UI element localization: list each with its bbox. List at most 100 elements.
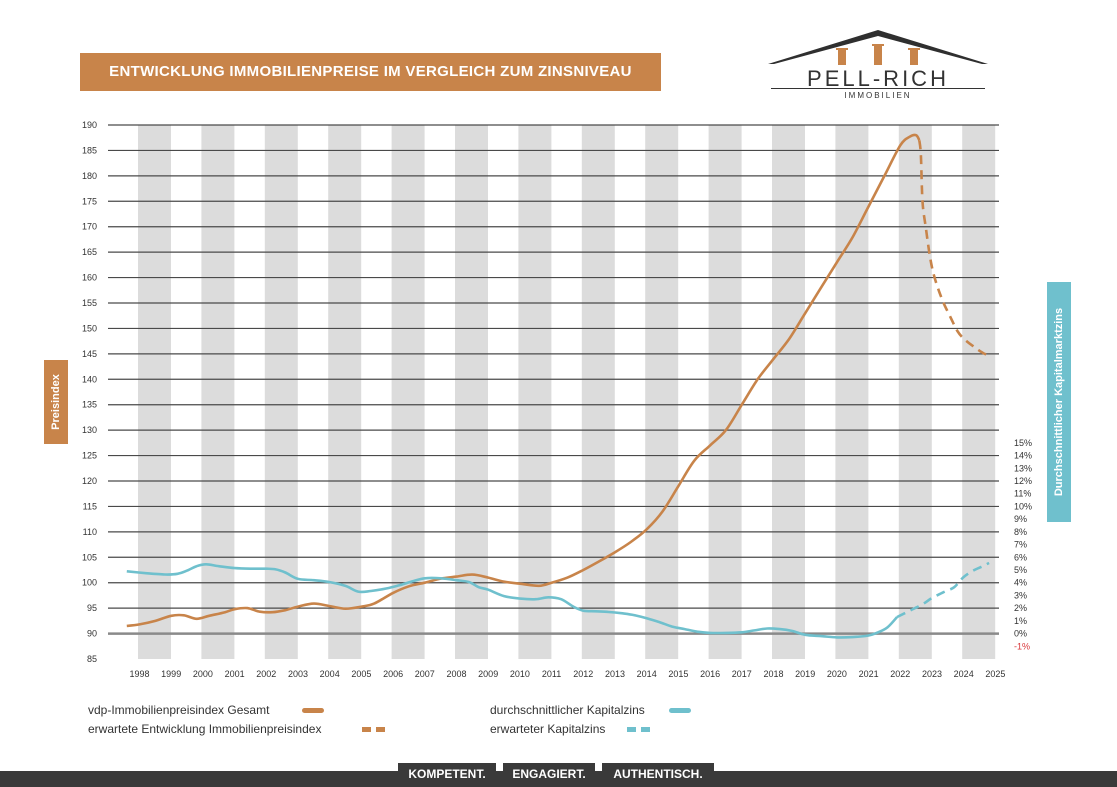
- y-left-tick-label: 120: [82, 476, 97, 486]
- legend-rate-expected: erwarteter Kapitalzins: [490, 722, 606, 736]
- y-left-tick-label: 150: [82, 323, 97, 333]
- y-right-tick-label: 6%: [1014, 552, 1027, 562]
- y-right-tick-label: -1%: [1014, 641, 1030, 651]
- series-line-1: [918, 140, 989, 357]
- series-line-0: [126, 133, 921, 628]
- x-tick-label: 1998: [129, 669, 149, 679]
- y-left-tick-label: 165: [82, 247, 97, 257]
- legend-swatch-price-expected-b: [376, 727, 385, 732]
- x-tick-label: 2004: [320, 669, 340, 679]
- x-tick-label: 1999: [161, 669, 181, 679]
- y-right-tick-label: 10%: [1014, 501, 1032, 511]
- company-logo: PELL-RICH IMMOBILIEN: [768, 30, 988, 105]
- y-left-tick-label: 170: [82, 222, 97, 232]
- y-left-tick-label: 125: [82, 451, 97, 461]
- x-tick-label: 2005: [351, 669, 371, 679]
- y-right-tick-label: 1%: [1014, 616, 1027, 626]
- bg-band-2006: [391, 125, 425, 659]
- series-line-3: [896, 561, 990, 619]
- y-right-tick-label: 9%: [1014, 514, 1027, 524]
- footer-tag-kompetent: KOMPETENT.: [398, 763, 496, 785]
- left-axis-title-box: Preisindex: [44, 360, 68, 444]
- x-tick-label: 2012: [573, 669, 593, 679]
- logo-divider: [771, 88, 985, 89]
- y-right-tick-label: 15%: [1014, 438, 1032, 448]
- x-tick-label: 2013: [605, 669, 625, 679]
- bg-band-2004: [328, 125, 362, 659]
- y-left-tick-label: 190: [82, 120, 97, 130]
- y-left-tick-label: 155: [82, 298, 97, 308]
- y-left-tick-label: 95: [87, 603, 97, 613]
- x-tick-label: 2020: [827, 669, 847, 679]
- x-tick-label: 2014: [637, 669, 657, 679]
- x-tick-label: 2018: [763, 669, 783, 679]
- legend-swatch-price-expected-a: [362, 727, 371, 732]
- legend-swatch-rate-actual: [669, 708, 691, 713]
- legend-price-expected: erwartete Entwicklung Immobilienpreisind…: [88, 722, 322, 736]
- x-tick-label: 2016: [700, 669, 720, 679]
- x-tick-label: 2017: [732, 669, 752, 679]
- x-tick-label: 2000: [193, 669, 213, 679]
- footer-tag-engagiert: ENGAGIERT.: [503, 763, 595, 785]
- bg-band-2022: [898, 125, 932, 659]
- y-right-tick-label: 5%: [1014, 565, 1027, 575]
- y-left-tick-label: 145: [82, 349, 97, 359]
- y-right-tick-label: 3%: [1014, 590, 1027, 600]
- x-tick-label: 2007: [415, 669, 435, 679]
- y-right-tick-label: 14%: [1014, 451, 1032, 461]
- bg-band-2002: [264, 125, 298, 659]
- y-left-tick-label: 175: [82, 196, 97, 206]
- y-right-tick-label: 0%: [1014, 629, 1027, 639]
- y-left-tick-label: 140: [82, 374, 97, 384]
- legend-swatch-rate-expected-b: [641, 727, 650, 732]
- y-left-tick-label: 115: [83, 501, 97, 511]
- y-left-tick-label: 135: [82, 400, 97, 410]
- x-tick-label: 2010: [510, 669, 530, 679]
- legend-price-actual: vdp-Immobilienpreisindex Gesamt: [88, 703, 270, 717]
- footer-tag-authentisch: AUTHENTISCH.: [602, 763, 714, 785]
- bg-band-1998: [138, 125, 171, 659]
- y-right-tick-label: 11%: [1014, 489, 1031, 499]
- x-tick-label: 2015: [668, 669, 688, 679]
- x-tick-label: 2021: [859, 669, 879, 679]
- x-tick-label: 2025: [985, 669, 1005, 679]
- logo-roof-icon: [768, 30, 988, 65]
- bg-band-2020: [835, 125, 869, 659]
- y-right-tick-label: 12%: [1014, 476, 1032, 486]
- y-right-tick-label: 4%: [1014, 578, 1027, 588]
- series-line-2: [126, 563, 899, 639]
- y-left-tick-label: 85: [87, 654, 97, 664]
- title-banner: ENTWICKLUNG IMMOBILIENPREISE IM VERGLEIC…: [80, 53, 661, 91]
- y-left-tick-label: 100: [82, 578, 97, 588]
- y-left-tick-label: 185: [82, 145, 97, 155]
- y-left-tick-label: 105: [82, 552, 97, 562]
- x-tick-label: 2024: [954, 669, 974, 679]
- y-left-tick-label: 160: [82, 273, 97, 283]
- right-axis-title-box: Durchschnittlicher Kapitalmarktzins: [1047, 282, 1071, 522]
- chart-title: ENTWICKLUNG IMMOBILIENPREISE IM VERGLEIC…: [109, 63, 632, 80]
- x-tick-label: 2006: [383, 669, 403, 679]
- y-right-tick-label: 13%: [1014, 463, 1032, 473]
- x-tick-label: 2001: [225, 669, 245, 679]
- bg-band-2012: [581, 125, 615, 659]
- y-left-tick-label: 130: [82, 425, 97, 435]
- y-right-tick-label: 7%: [1014, 540, 1027, 550]
- x-tick-label: 2019: [795, 669, 815, 679]
- x-tick-label: 2002: [256, 669, 276, 679]
- y-left-tick-label: 90: [87, 629, 97, 639]
- y-right-tick-label: 2%: [1014, 603, 1027, 613]
- x-tick-label: 2003: [288, 669, 308, 679]
- logo-name: PELL-RICH: [807, 66, 949, 91]
- bg-band-2016: [708, 125, 742, 659]
- logo-subtitle: IMMOBILIEN: [844, 91, 912, 100]
- bg-band-2000: [201, 125, 235, 659]
- y-right-tick-label: 8%: [1014, 527, 1027, 537]
- bg-band-2008: [455, 125, 488, 659]
- y-left-tick-label: 180: [82, 171, 97, 181]
- bg-band-2010: [518, 125, 552, 659]
- legend-rate-actual: durchschnittlicher Kapitalzins: [490, 703, 645, 717]
- x-tick-label: 2011: [542, 669, 561, 679]
- bg-band-2024: [962, 125, 996, 659]
- y-left-tick-label: 110: [83, 527, 97, 537]
- legend-swatch-rate-expected-a: [627, 727, 636, 732]
